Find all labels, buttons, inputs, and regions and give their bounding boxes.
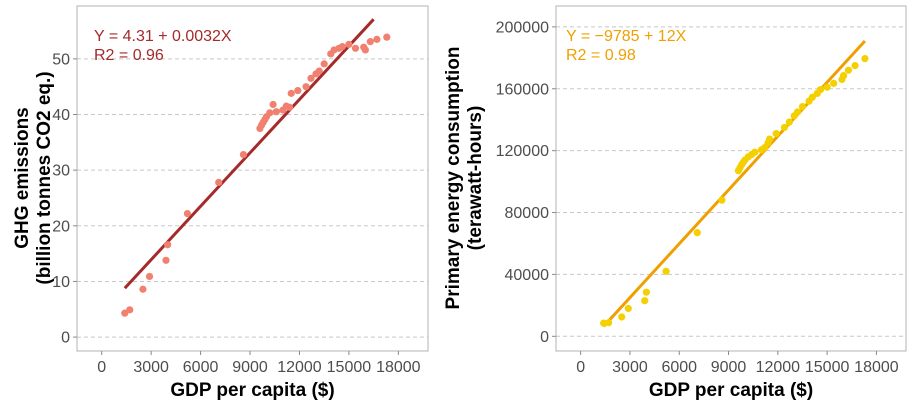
x-tick-label-4: 12000 [756,359,801,376]
x-axis-title: GDP per capita ($) [170,380,334,401]
x-tick-label-6: 18000 [854,359,899,376]
data-point-21 [294,86,302,95]
x-tick-label-2: 6000 [661,359,697,376]
y-tick-label-5: 50 [52,51,70,68]
data-point-4 [641,297,649,305]
panel-border [555,5,907,352]
data-point-20 [766,135,774,143]
data-point-32 [830,79,838,87]
y-tick-label-2: 20 [52,218,70,235]
data-point-26 [798,102,807,111]
y-tick-label-5: 200000 [496,19,549,36]
data-point-16 [751,148,759,156]
data-point-35 [844,66,853,74]
energy-consumption-chart: 0 40000 80000 120000 160000 200000 0 3000 6000 90… [443,5,907,401]
data-point-4 [162,256,170,264]
regression-line [602,39,867,328]
data-point-36 [851,61,859,70]
data-point-7 [215,178,223,186]
data-point-37 [383,33,391,41]
x-tick-label-3: 9000 [232,359,268,376]
regression-equation: Y = 4.31 + 0.0032X [94,28,232,45]
x-tick-label-0: 0 [97,359,106,376]
y-tick-label-3: 30 [52,163,70,180]
y-axis-title-line-1: (billion tonnes CO2 eq.) [34,71,55,284]
y-tick-label-1: 10 [52,274,70,291]
data-point-23 [307,74,315,82]
x-tick-label-0: 0 [576,359,585,376]
y-axis-title-line-0: GHG emissions [12,107,33,249]
data-point-5 [642,288,650,296]
x-tick-label-3: 9000 [711,359,747,376]
x-tick-label-5: 15000 [327,359,372,376]
data-point-3 [624,304,632,313]
data-point-34 [839,72,848,80]
x-tick-label-6: 18000 [376,359,421,376]
ghg-emissions-chart: 0 10 20 30 40 50 0 3000 6000 9000 12000 15000 18000 G… [12,5,429,401]
data-point-30 [338,43,346,51]
data-point-8 [718,196,726,204]
y-tick-label-4: 40 [52,107,70,124]
x-tick-label-1: 3000 [612,359,648,376]
data-point-1 [126,306,134,314]
data-point-36 [373,35,381,43]
data-point-14 [266,109,274,117]
data-point-6 [662,267,670,275]
x-tick-label-1: 3000 [133,359,169,376]
x-tick-label-4: 12000 [277,359,322,376]
data-point-7 [693,229,701,237]
data-point-26 [320,60,328,68]
data-point-8 [239,150,248,159]
data-point-5 [164,241,172,249]
data-point-20 [287,89,295,97]
data-point-2 [618,313,626,321]
data-point-25 [315,67,323,75]
data-point-6 [183,209,192,218]
y-tick-label-3: 120000 [496,143,549,160]
data-point-30 [816,85,825,94]
data-point-16 [272,108,280,116]
data-point-35 [366,38,374,46]
y-axis-title-line-1: (terawatt-hours) [465,106,486,251]
data-point-31 [345,40,353,48]
data-point-2 [139,285,147,293]
y-tick-label-0: 0 [61,330,70,347]
data-point-22 [780,123,789,132]
x-tick-label-2: 6000 [183,359,219,376]
data-point-15 [269,100,277,109]
y-tick-label-4: 160000 [496,81,549,98]
y-tick-label-1: 40000 [505,267,550,284]
data-point-37 [861,55,869,63]
data-point-25 [793,108,802,116]
x-axis-title: GDP per capita ($) [649,380,813,401]
data-point-19 [285,103,294,111]
data-point-28 [808,93,816,101]
r-squared-label: R2 = 0.98 [566,47,636,64]
data-point-34 [361,46,369,54]
data-point-23 [785,118,793,126]
data-point-3 [145,272,154,281]
y-axis-title-line-0: Primary energy consumption [443,47,464,310]
data-point-21 [772,130,780,138]
regression-equation: Y = −9785 + 12X [566,28,687,45]
r-squared-label: R2 = 0.96 [94,47,164,64]
x-tick-label-5: 15000 [805,359,850,376]
data-point-31 [823,83,831,91]
y-tick-label-2: 80000 [505,205,550,222]
panel-border [76,5,429,352]
data-point-32 [351,44,360,52]
data-point-22 [302,83,310,91]
y-tick-label-0: 0 [540,329,549,346]
data-point-1 [604,319,613,327]
